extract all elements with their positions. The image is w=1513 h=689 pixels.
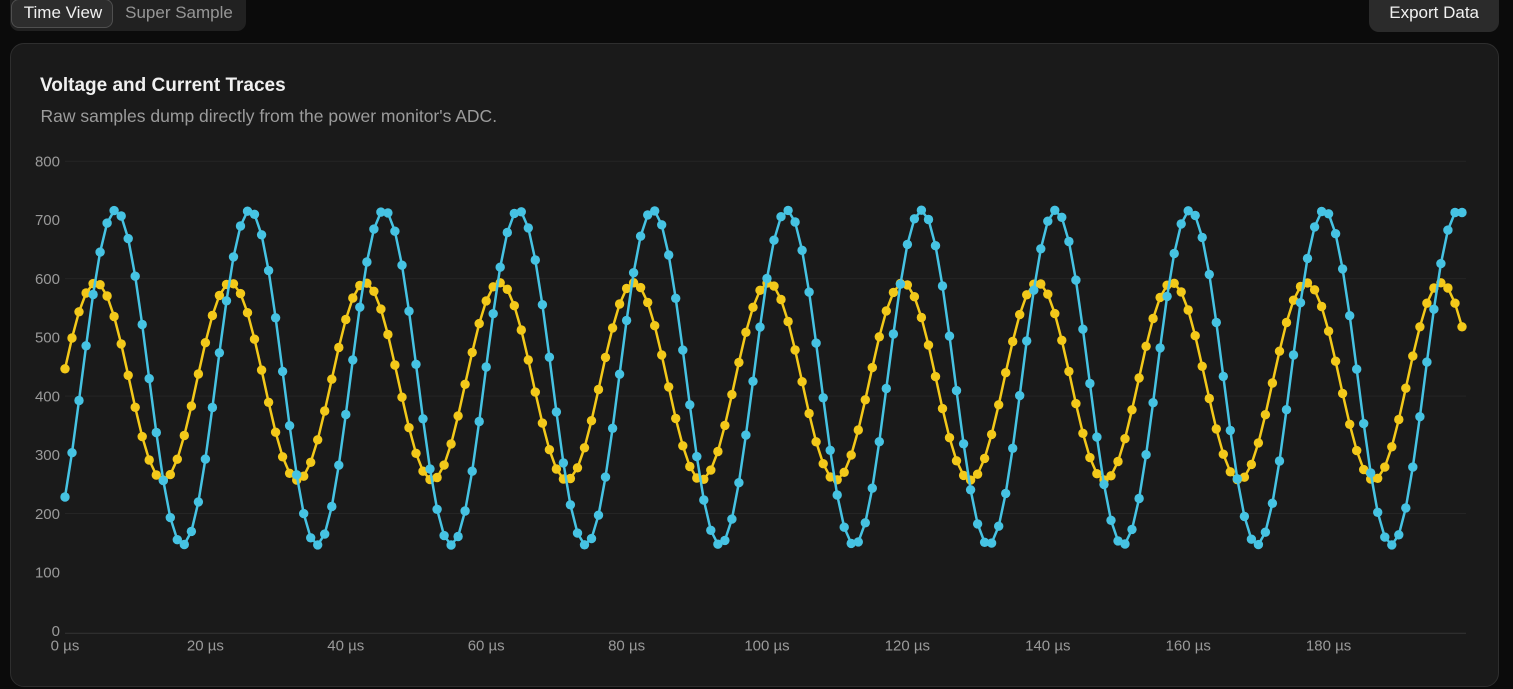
svg-text:40 µs: 40 µs: [327, 638, 364, 655]
svg-text:600: 600: [35, 271, 60, 288]
svg-text:800: 800: [35, 153, 60, 170]
svg-text:180 µs: 180 µs: [1306, 638, 1351, 655]
svg-text:400: 400: [35, 388, 60, 405]
svg-text:140 µs: 140 µs: [1025, 638, 1070, 655]
svg-text:60 µs: 60 µs: [468, 638, 505, 655]
svg-text:500: 500: [35, 330, 60, 347]
svg-text:20 µs: 20 µs: [187, 638, 224, 655]
svg-text:0 µs: 0 µs: [51, 638, 80, 655]
svg-text:120 µs: 120 µs: [885, 638, 930, 655]
svg-text:0: 0: [52, 623, 60, 640]
svg-text:100: 100: [35, 565, 60, 582]
svg-text:700: 700: [35, 212, 60, 229]
svg-text:200: 200: [35, 506, 60, 523]
svg-text:160 µs: 160 µs: [1166, 638, 1211, 655]
svg-text:300: 300: [35, 447, 60, 464]
svg-text:100 µs: 100 µs: [744, 638, 789, 655]
svg-text:80 µs: 80 µs: [608, 638, 645, 655]
